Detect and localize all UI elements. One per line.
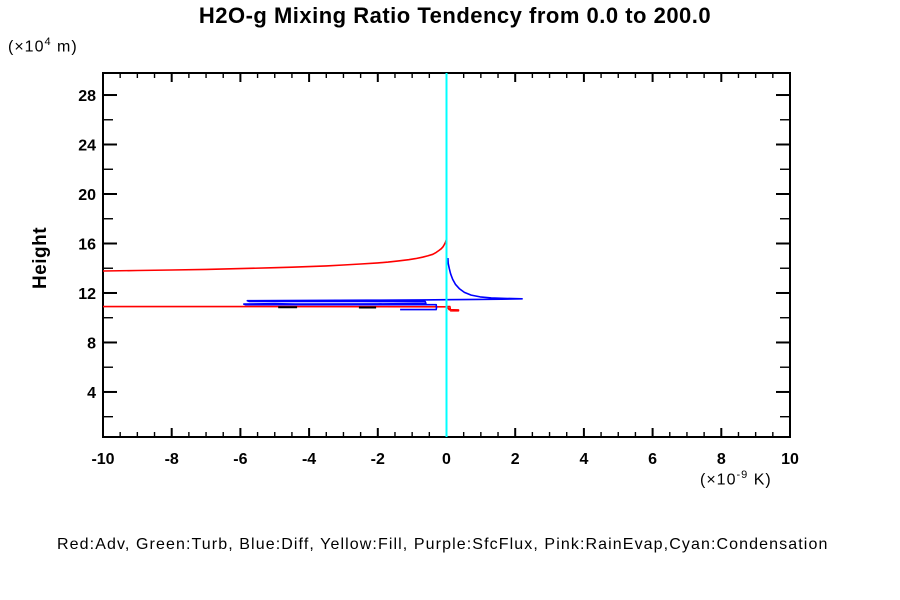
y-tick-label: 4 bbox=[87, 385, 96, 402]
x-unit-suffix: K) bbox=[748, 471, 772, 489]
y-axis-factor-label: (×104 m) bbox=[8, 36, 78, 56]
x-axis-unit-label: (×10-9 K) bbox=[700, 469, 772, 489]
x-unit-exponent: -9 bbox=[736, 469, 749, 481]
x-tick-label: 0 bbox=[442, 451, 451, 468]
x-tick-label: -2 bbox=[371, 451, 385, 468]
legend-text: Red:Adv, Green:Turb, Blue:Diff, Yellow:F… bbox=[57, 536, 829, 553]
y-ticks bbox=[103, 94, 790, 418]
y-tick-label: 24 bbox=[78, 138, 96, 155]
x-tick-label: 6 bbox=[648, 451, 657, 468]
series-diff bbox=[243, 257, 523, 311]
x-tick-label: -6 bbox=[233, 451, 247, 468]
series-adv bbox=[102, 239, 460, 312]
y-tick-labels: 4 8 12 16 20 24 28 bbox=[78, 88, 96, 402]
x-tick-label: 8 bbox=[717, 451, 726, 468]
x-unit-prefix: (×10 bbox=[700, 471, 737, 489]
x-tick-label: 10 bbox=[781, 451, 799, 468]
y-axis-title: Height bbox=[30, 226, 51, 290]
x-tick-label: -10 bbox=[91, 451, 114, 468]
y-factor-suffix: m) bbox=[51, 38, 78, 56]
y-tick-label: 28 bbox=[78, 88, 96, 105]
y-factor-exponent: 4 bbox=[44, 36, 52, 48]
y-tick-label: 8 bbox=[87, 335, 96, 352]
x-tick-labels: -10 -8 -6 -4 -2 0 2 4 6 8 10 bbox=[91, 451, 799, 468]
x-tick-label: -8 bbox=[165, 451, 179, 468]
chart-title: H2O-g Mixing Ratio Tendency from 0.0 to … bbox=[198, 3, 712, 28]
x-ticks bbox=[102, 73, 791, 437]
y-tick-label: 20 bbox=[78, 187, 96, 204]
y-factor-prefix: (×10 bbox=[8, 38, 45, 56]
y-tick-label: 16 bbox=[78, 236, 96, 253]
y-tick-label: 12 bbox=[78, 286, 96, 303]
x-tick-label: 2 bbox=[511, 451, 520, 468]
x-tick-label: -4 bbox=[302, 451, 316, 468]
x-tick-label: 4 bbox=[579, 451, 588, 468]
